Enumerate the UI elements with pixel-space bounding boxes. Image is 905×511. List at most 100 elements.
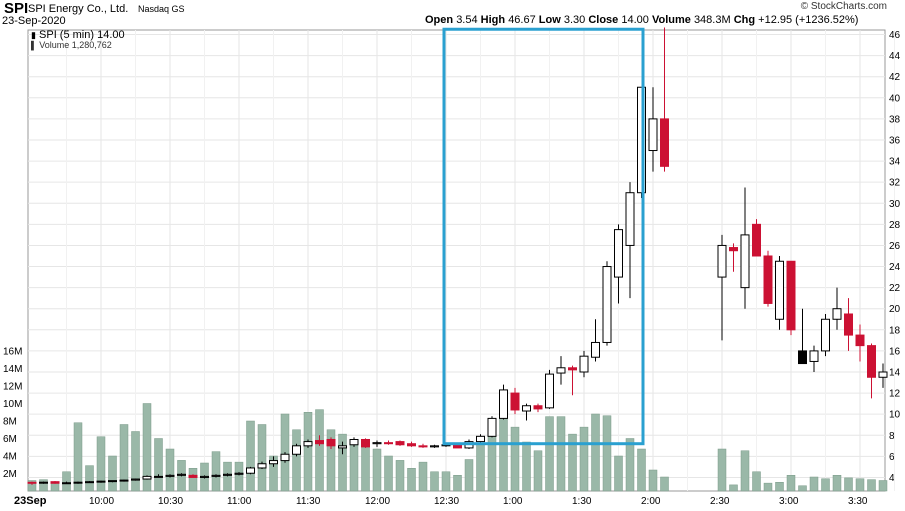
volume-bar bbox=[292, 429, 301, 492]
volume-bar bbox=[131, 431, 140, 492]
volume-bar bbox=[395, 460, 405, 492]
candlestick-icon: ▮ bbox=[31, 30, 36, 40]
candle-body bbox=[39, 481, 48, 484]
candle-body bbox=[648, 118, 658, 152]
high-label: High bbox=[480, 14, 506, 26]
volume-bar bbox=[602, 415, 612, 492]
price-tick-label: 8 bbox=[889, 431, 895, 442]
volume-bar bbox=[821, 478, 830, 492]
high-value: 46.67 bbox=[508, 14, 536, 26]
company-name: SPI Energy Co., Ltd. bbox=[28, 3, 129, 15]
candle-body bbox=[62, 482, 71, 485]
volume-bar bbox=[418, 461, 428, 492]
volume-bar bbox=[234, 461, 244, 492]
volume-bar bbox=[119, 424, 129, 492]
candle-body bbox=[522, 405, 531, 412]
volume-bar bbox=[108, 455, 117, 492]
volume-bar bbox=[453, 475, 462, 492]
volume-bar bbox=[73, 422, 83, 492]
volume-bar bbox=[568, 433, 577, 492]
volume-bar bbox=[545, 416, 554, 492]
candle-body bbox=[395, 441, 405, 446]
stockcharts-watermark: © StockCharts.com bbox=[800, 1, 887, 12]
candle-body bbox=[625, 192, 635, 246]
volume-tick-label: 16M bbox=[3, 347, 22, 358]
volume-bar bbox=[786, 475, 796, 492]
volume-bar bbox=[637, 448, 646, 492]
candle-body bbox=[844, 313, 853, 336]
candle-body bbox=[499, 389, 508, 419]
open-value: 3.54 bbox=[456, 14, 478, 26]
candle-body bbox=[740, 234, 750, 289]
candle-body bbox=[96, 480, 106, 483]
volume-bar bbox=[867, 479, 876, 492]
volume-tick-label: 14M bbox=[3, 364, 22, 375]
highlight-box bbox=[442, 27, 645, 446]
volume-tick-label: 10M bbox=[3, 399, 22, 410]
candle-body bbox=[660, 118, 669, 167]
volume-bar bbox=[878, 480, 888, 492]
volume-tick-label: 4M bbox=[3, 452, 17, 463]
volume-bar bbox=[476, 444, 485, 492]
candle-body bbox=[257, 463, 267, 469]
close-label: Close bbox=[588, 14, 619, 26]
volume-bar bbox=[85, 465, 94, 492]
volume-bar bbox=[729, 484, 738, 492]
candle-body bbox=[775, 260, 784, 320]
time-tick-label: 11:00 bbox=[227, 496, 252, 507]
volume-bar bbox=[142, 403, 152, 492]
candle-body bbox=[798, 350, 807, 365]
time-tick-label: 11:30 bbox=[296, 496, 321, 507]
price-tick-label: 6 bbox=[889, 452, 895, 463]
exchange-name: Nasdaq GS bbox=[138, 4, 185, 14]
volume-bar bbox=[660, 476, 669, 492]
candle-body bbox=[234, 472, 244, 475]
time-tick-label: 1:00 bbox=[503, 496, 523, 507]
chg-value: +12.95 (+1236.52%) bbox=[758, 14, 859, 26]
candle-body bbox=[246, 467, 255, 474]
candle-body bbox=[545, 373, 554, 409]
volume-bar bbox=[303, 412, 313, 492]
volume-bar bbox=[717, 448, 727, 492]
candle-body bbox=[855, 334, 865, 347]
candle-body bbox=[326, 438, 336, 447]
volume-bar bbox=[349, 440, 359, 492]
volume-bar bbox=[614, 455, 623, 492]
volume-bar bbox=[625, 438, 635, 492]
legend-price-series: ▮ SPI (5 min) 14.00 bbox=[31, 29, 125, 41]
candle-body bbox=[372, 442, 382, 445]
candle-body bbox=[361, 438, 370, 448]
volume-bar bbox=[556, 416, 566, 492]
legend-volume-label: Volume 1,280,762 bbox=[39, 40, 112, 50]
volume-bar bbox=[752, 471, 761, 492]
volume-bar bbox=[326, 429, 336, 492]
volume-bar bbox=[464, 459, 474, 492]
volume-bar bbox=[648, 469, 658, 492]
candle-body bbox=[752, 223, 761, 257]
candle-body bbox=[786, 260, 796, 331]
candle-body bbox=[614, 229, 623, 278]
candle-body bbox=[177, 473, 186, 476]
time-tick-label: 3:30 bbox=[848, 496, 868, 507]
candle-body bbox=[154, 475, 163, 478]
time-tick-label: 2:00 bbox=[641, 496, 661, 507]
volume-bar bbox=[533, 450, 543, 492]
candle-body bbox=[568, 367, 577, 371]
volume-bar bbox=[798, 485, 807, 492]
legend-price-label: SPI (5 min) 14.00 bbox=[39, 29, 125, 41]
volume-bar bbox=[188, 468, 198, 492]
candle-body bbox=[223, 473, 232, 476]
volume-bar bbox=[154, 438, 163, 492]
volume-bar bbox=[96, 436, 106, 492]
candle-body bbox=[717, 244, 727, 278]
volume-bar bbox=[407, 468, 416, 492]
volume-bar bbox=[809, 476, 819, 492]
candle-body bbox=[50, 481, 60, 484]
volume-bar bbox=[510, 426, 520, 492]
legend-volume-series: ▌ Volume 1,280,762 bbox=[31, 40, 112, 50]
candle-body bbox=[867, 345, 876, 378]
volume-bar bbox=[269, 455, 278, 492]
time-tick-label: 2:30 bbox=[710, 496, 730, 507]
volume-bar bbox=[740, 450, 750, 492]
